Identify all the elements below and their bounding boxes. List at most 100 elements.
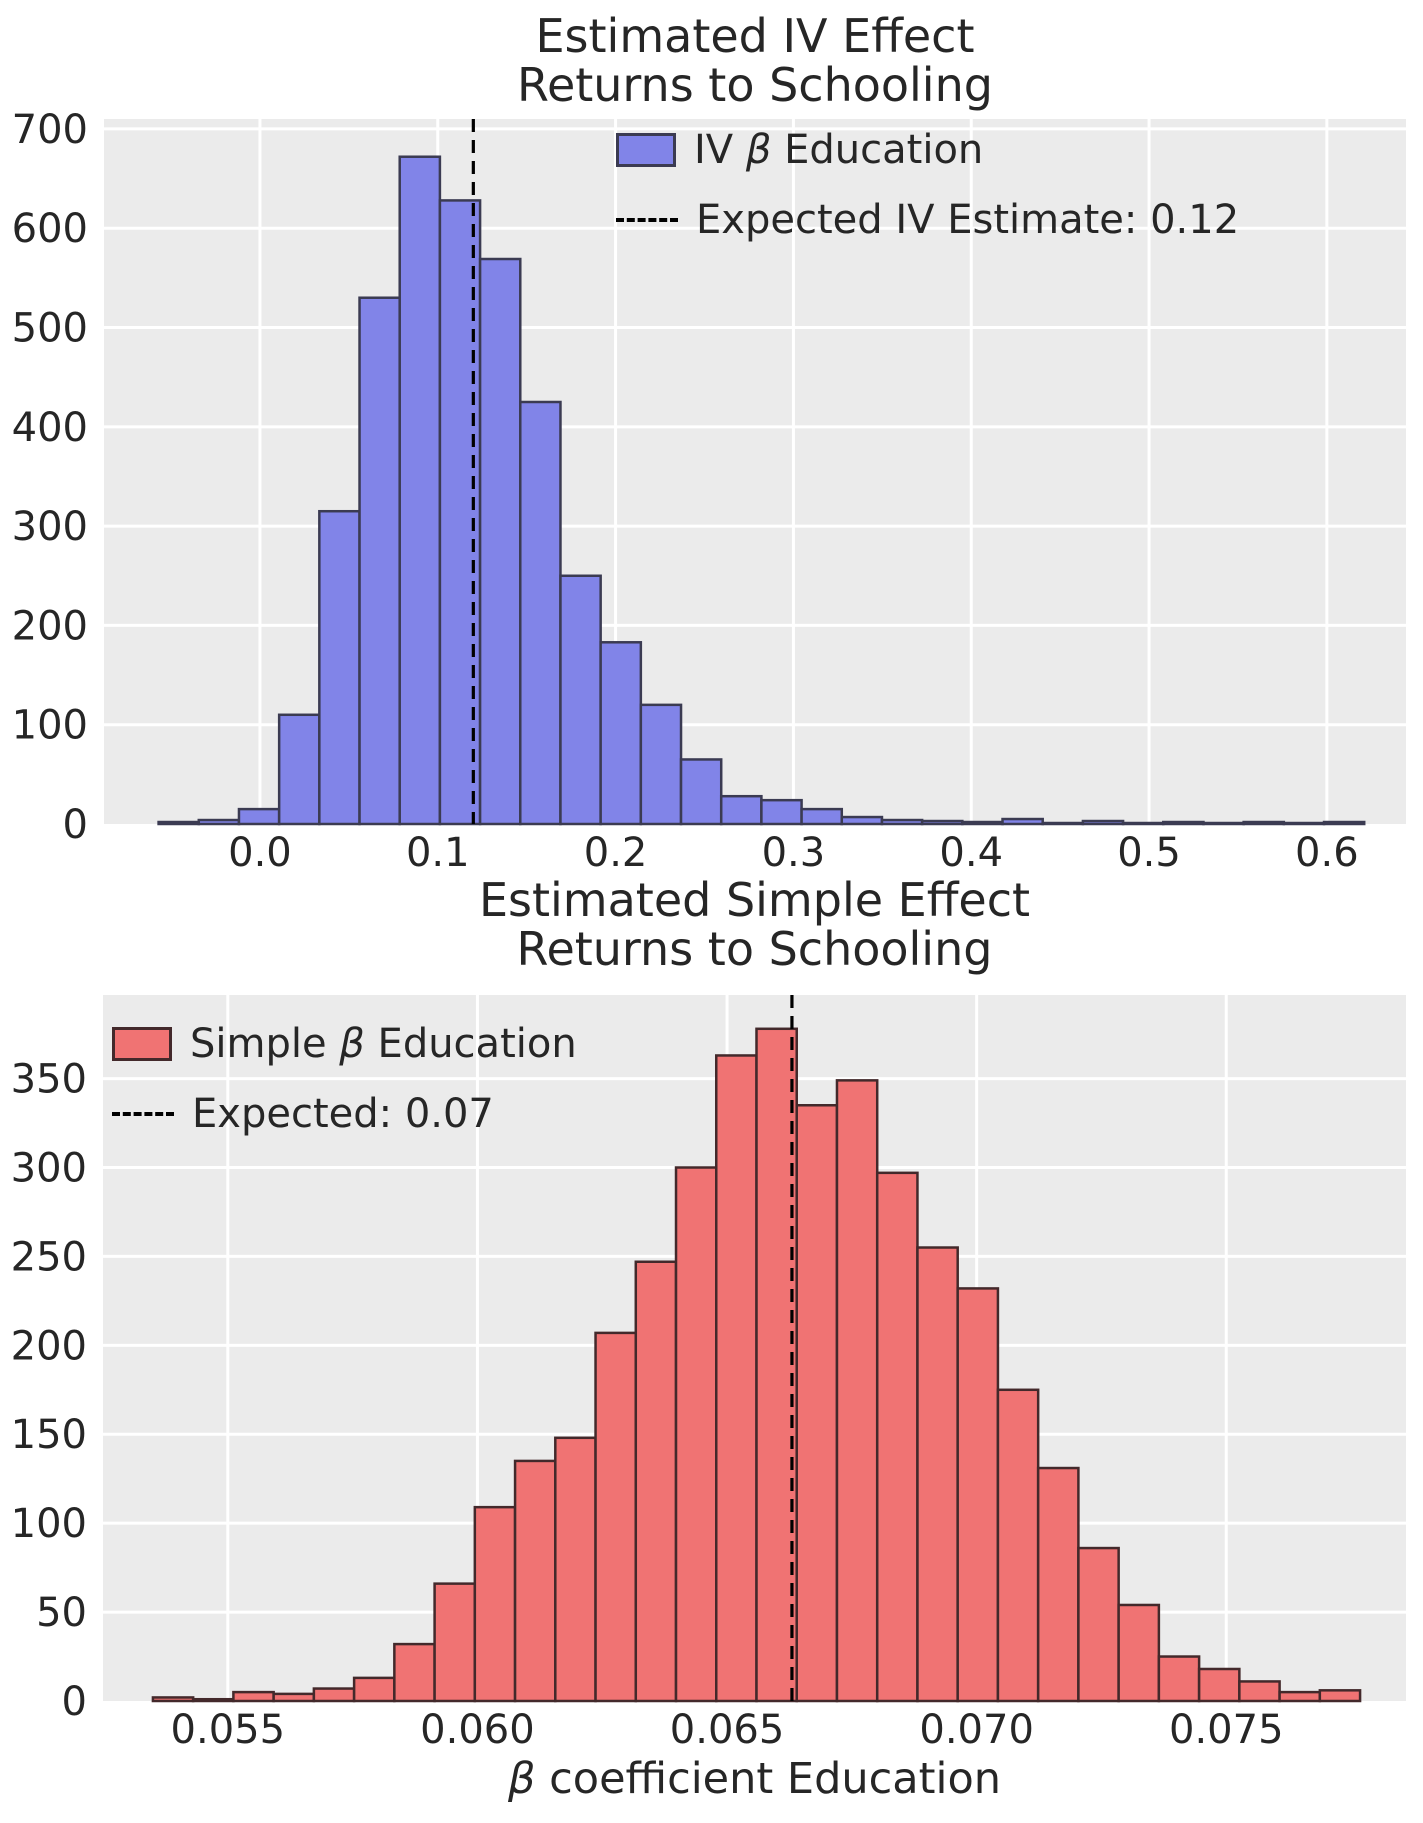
histogram-bar bbox=[880, 818, 924, 826]
legend-item-iv-beta: IV β Education bbox=[616, 122, 1239, 178]
histogram-bar bbox=[1117, 1603, 1161, 1703]
histogram-bar bbox=[1077, 1546, 1120, 1703]
y-tick-label: 300 bbox=[11, 1145, 87, 1191]
y-tick-label: 0 bbox=[63, 802, 88, 848]
histogram-bar bbox=[1238, 1680, 1281, 1703]
histogram-bar bbox=[151, 1696, 195, 1703]
histogram-bar bbox=[232, 1690, 275, 1703]
histogram-bar bbox=[956, 1287, 1000, 1703]
histogram-bar bbox=[800, 807, 844, 826]
histogram-bar bbox=[393, 1642, 436, 1703]
x-tick-label: 0.5 bbox=[1117, 830, 1181, 876]
histogram-bar bbox=[513, 1459, 557, 1703]
y-tick-label: 100 bbox=[12, 703, 88, 749]
x-tick-label: 0.0 bbox=[228, 830, 292, 876]
x-tick-label: 0.4 bbox=[939, 830, 1003, 876]
histogram-bar bbox=[1318, 1689, 1362, 1703]
histogram-bar bbox=[1322, 820, 1366, 826]
bottom-chart-title-line1: Estimated Simple Effect bbox=[478, 873, 1031, 927]
legend-item-simple-beta: Simple β Education bbox=[112, 1016, 577, 1072]
top-chart-title: Estimated IV Effect Returns to Schooling bbox=[104, 12, 1406, 110]
x-tick-label: 0.2 bbox=[584, 830, 648, 876]
y-tick-label: 250 bbox=[11, 1234, 87, 1280]
histogram-bar bbox=[157, 820, 201, 826]
histogram-bar bbox=[594, 1331, 638, 1703]
histogram-bar bbox=[634, 1260, 678, 1703]
x-tick-label: 0.070 bbox=[919, 1707, 1034, 1753]
bottom-chart-xlabel: β coefficient Education bbox=[508, 1754, 1001, 1804]
x-tick-label: 0.055 bbox=[171, 1707, 286, 1753]
histogram-bar bbox=[1081, 819, 1125, 826]
histogram-bar bbox=[840, 815, 884, 826]
iv-series-label: IV β Education bbox=[694, 127, 984, 173]
expected-iv-line-swatch bbox=[616, 218, 678, 222]
histogram-bar bbox=[237, 807, 281, 826]
bottom-chart-title-line2: Returns to Schooling bbox=[516, 922, 993, 976]
expected-iv-label: Expected IV Estimate: 0.12 bbox=[696, 197, 1240, 243]
histogram-bar bbox=[920, 819, 964, 826]
legend-item-expected-simple: Expected: 0.07 bbox=[112, 1086, 577, 1142]
histogram-bar bbox=[473, 1505, 517, 1703]
histogram-bar bbox=[191, 1697, 235, 1703]
iv-series-swatch bbox=[616, 133, 676, 167]
x-tick-label: 0.075 bbox=[1169, 1707, 1284, 1753]
y-tick-label: 350 bbox=[11, 1057, 87, 1103]
histogram-bar bbox=[318, 509, 361, 826]
bottom-chart-legend: Simple β Education Expected: 0.07 bbox=[112, 1016, 577, 1142]
y-tick-label: 500 bbox=[12, 306, 88, 352]
histogram-bar bbox=[519, 400, 562, 826]
y-tick-label: 400 bbox=[12, 405, 88, 451]
top-chart-legend: IV β Education Expected IV Estimate: 0.1… bbox=[616, 122, 1239, 248]
simple-series-swatch bbox=[112, 1027, 172, 1061]
x-tick-label: 0.065 bbox=[670, 1707, 785, 1753]
histogram-bar bbox=[1121, 821, 1165, 826]
legend-item-expected-iv: Expected IV Estimate: 0.12 bbox=[616, 192, 1239, 248]
histogram-bar bbox=[1197, 1667, 1241, 1703]
histogram-bar bbox=[1001, 817, 1044, 826]
histogram-bar bbox=[674, 1166, 718, 1703]
histogram-bar bbox=[755, 1027, 798, 1703]
histogram-bar bbox=[835, 1079, 879, 1703]
x-tick-label: 0.1 bbox=[406, 830, 470, 876]
histogram-bar bbox=[1041, 821, 1085, 826]
histogram-bar bbox=[1162, 820, 1205, 826]
y-tick-label: 150 bbox=[11, 1412, 87, 1458]
histogram-bar bbox=[1278, 1690, 1322, 1703]
y-tick-label: 200 bbox=[12, 603, 88, 649]
simple-series-label: Simple β Education bbox=[190, 1021, 577, 1067]
histogram-bar bbox=[559, 574, 602, 826]
histogram-bar bbox=[715, 1054, 758, 1703]
expected-simple-label: Expected: 0.07 bbox=[192, 1091, 494, 1137]
histogram-bar bbox=[599, 641, 643, 826]
histogram-bar bbox=[438, 199, 482, 826]
histogram-bar bbox=[352, 1676, 396, 1703]
histogram-bar bbox=[996, 1388, 1040, 1703]
bottom-chart-title: Estimated Simple Effect Returns to Schoo… bbox=[103, 876, 1406, 974]
histogram-bar bbox=[433, 1582, 477, 1703]
histogram-bar bbox=[197, 818, 241, 826]
histogram-bar bbox=[312, 1687, 356, 1703]
histogram-bar bbox=[875, 1171, 919, 1703]
histogram-bar bbox=[719, 794, 763, 826]
histogram-bar bbox=[1157, 1655, 1201, 1703]
histogram-bar bbox=[679, 758, 723, 826]
expected-simple-line-swatch bbox=[112, 1112, 174, 1116]
histogram-bar bbox=[760, 798, 803, 826]
y-tick-label: 0 bbox=[62, 1679, 87, 1725]
histogram-bar bbox=[358, 296, 401, 826]
histogram-bar bbox=[277, 713, 321, 826]
y-tick-label: 600 bbox=[12, 206, 88, 252]
histogram-bar bbox=[1282, 821, 1326, 826]
top-chart-title-line2: Returns to Schooling bbox=[517, 58, 993, 112]
histogram-bar bbox=[961, 820, 1004, 826]
y-tick-label: 300 bbox=[12, 504, 88, 550]
y-tick-label: 50 bbox=[36, 1590, 87, 1636]
histogram-bar bbox=[916, 1246, 959, 1703]
histogram-bar bbox=[639, 703, 683, 826]
histogram-bar bbox=[1242, 820, 1286, 826]
histogram-bar bbox=[554, 1436, 597, 1703]
histogram-bar bbox=[795, 1104, 839, 1703]
y-tick-label: 100 bbox=[11, 1501, 87, 1547]
